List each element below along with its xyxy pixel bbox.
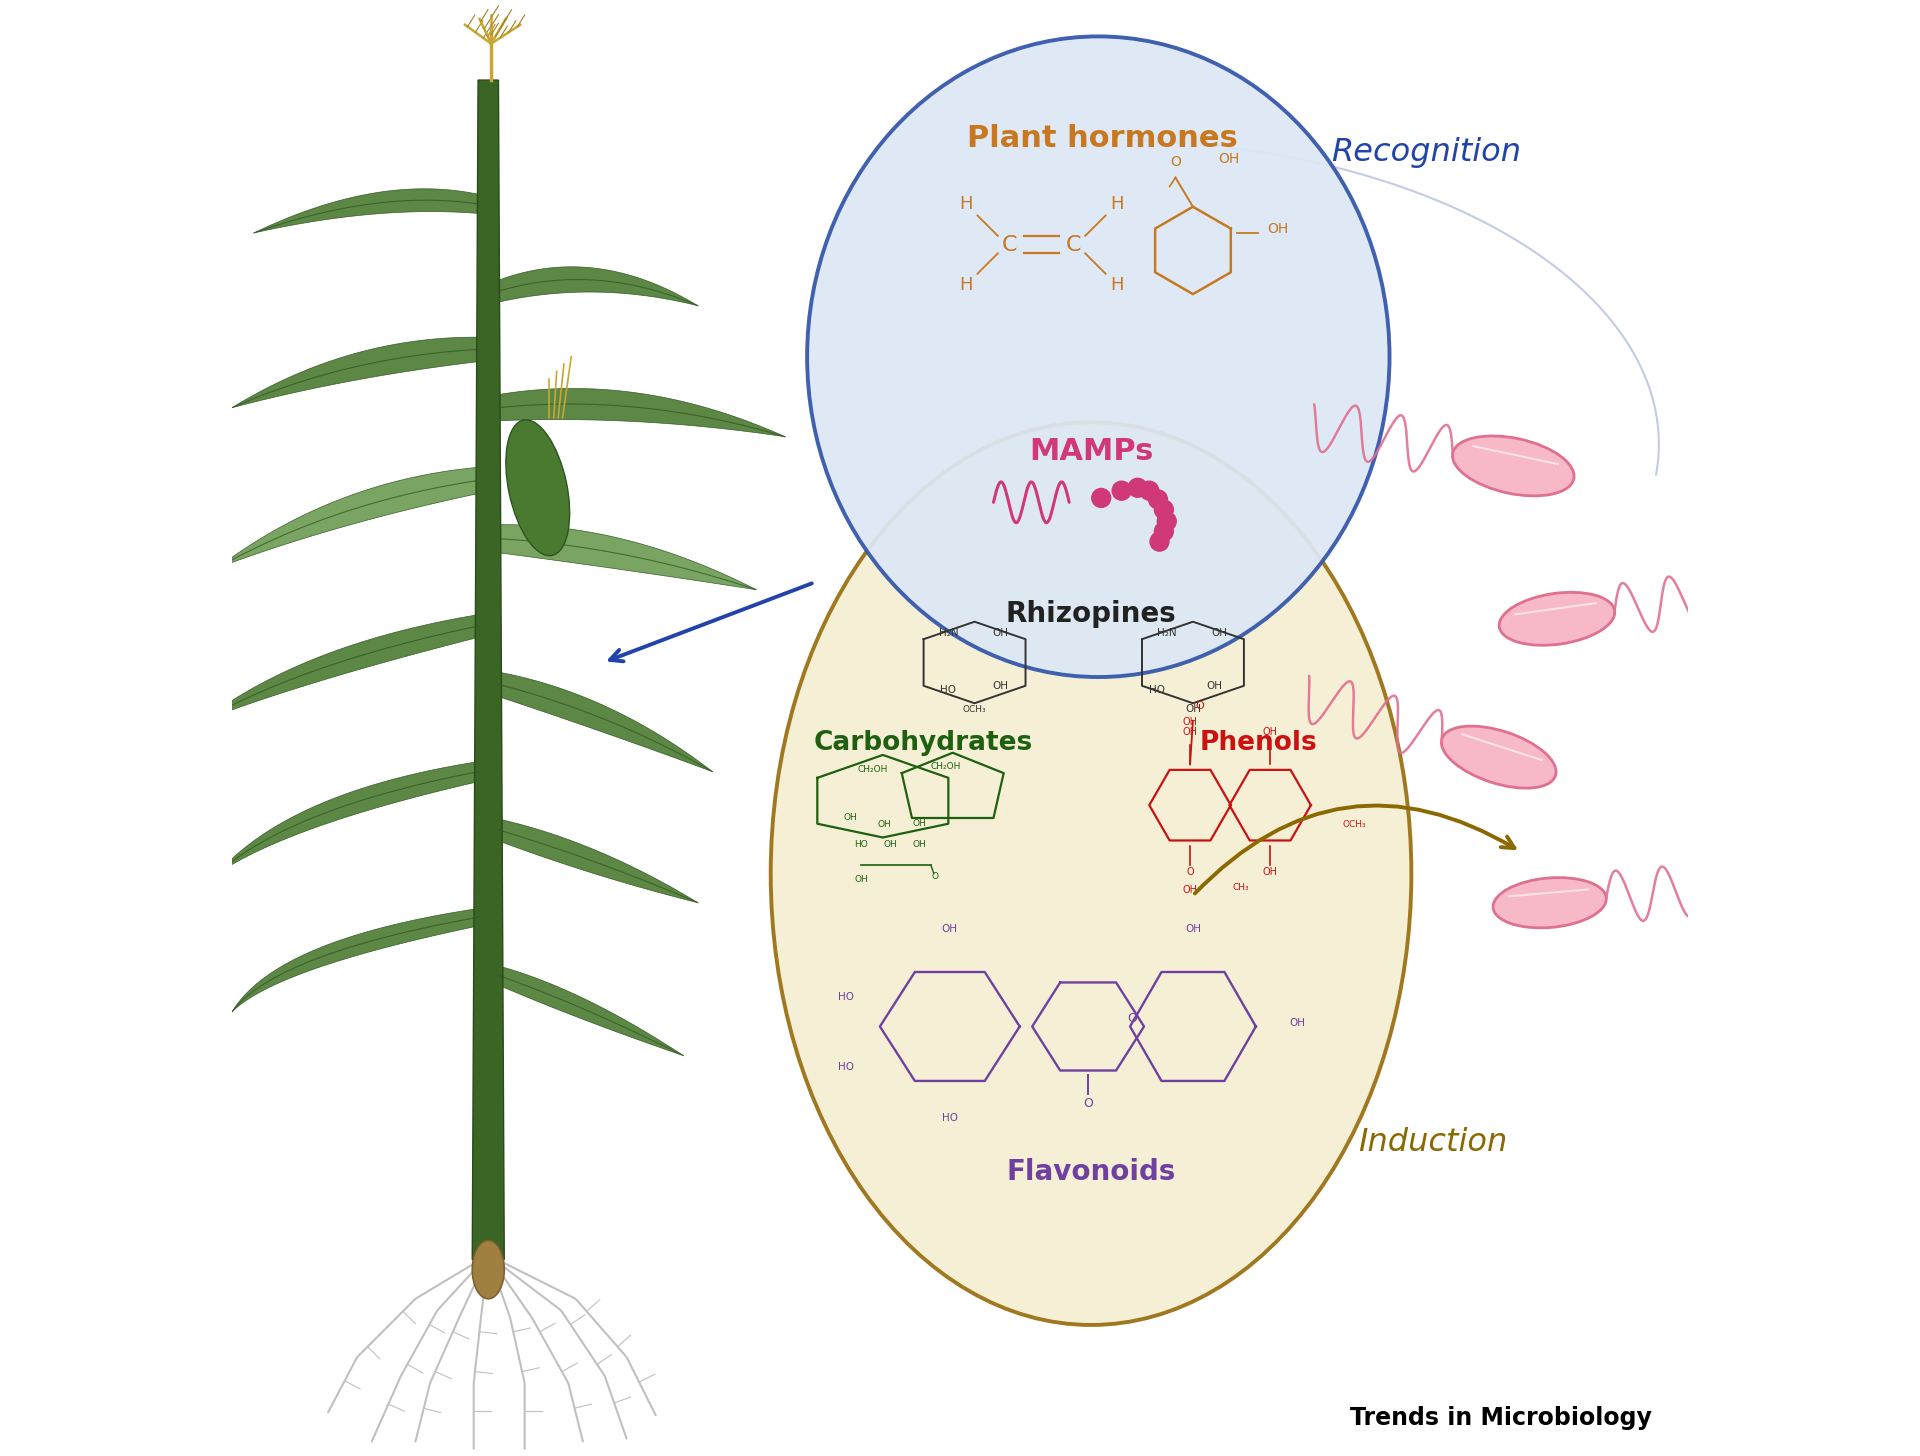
Text: OH: OH [1183, 885, 1198, 894]
Circle shape [1148, 489, 1167, 508]
Text: H₂N: H₂N [1158, 629, 1177, 638]
Text: HO: HO [1148, 686, 1165, 695]
Text: OH: OH [1263, 728, 1277, 737]
Text: MAMPs: MAMPs [1029, 437, 1154, 466]
Text: Flavonoids: Flavonoids [1006, 1158, 1175, 1187]
Ellipse shape [1452, 435, 1574, 496]
Text: HO: HO [941, 686, 956, 695]
Ellipse shape [1500, 593, 1615, 645]
Text: OH: OH [993, 681, 1008, 690]
Text: H: H [960, 277, 973, 294]
Text: CH₃: CH₃ [1233, 882, 1250, 891]
Text: OH: OH [854, 875, 868, 884]
Text: O: O [1127, 1012, 1137, 1025]
Polygon shape [499, 965, 684, 1056]
Circle shape [1154, 499, 1173, 520]
Text: OH: OH [1185, 923, 1202, 933]
Polygon shape [232, 338, 478, 408]
Ellipse shape [1442, 727, 1555, 788]
Ellipse shape [806, 36, 1390, 677]
Text: CH₂OH: CH₂OH [931, 761, 960, 770]
Text: Trends in Microbiology: Trends in Microbiology [1350, 1406, 1651, 1430]
Polygon shape [204, 614, 478, 721]
Text: OCH₃: OCH₃ [1342, 820, 1367, 828]
Text: OH: OH [943, 923, 958, 933]
Text: OCH₃: OCH₃ [962, 705, 987, 713]
Text: HO: HO [837, 993, 854, 1002]
Text: OH: OH [845, 812, 858, 821]
Text: O: O [931, 872, 939, 881]
Text: Recognition: Recognition [1331, 137, 1521, 169]
Text: Carbohydrates: Carbohydrates [814, 729, 1033, 756]
Text: OH: OH [1208, 681, 1223, 690]
Text: OH: OH [1185, 705, 1202, 713]
Text: Plant hormones: Plant hormones [968, 124, 1238, 153]
Text: OH: OH [1219, 151, 1240, 166]
Text: H: H [1110, 277, 1123, 294]
Text: O: O [1083, 1098, 1092, 1111]
Polygon shape [232, 909, 478, 1012]
Polygon shape [499, 673, 712, 772]
Text: OH: OH [912, 840, 925, 849]
Circle shape [1140, 480, 1160, 499]
Text: OH: OH [877, 820, 891, 828]
Text: O: O [1187, 868, 1194, 877]
Text: OH: OH [1183, 718, 1198, 727]
Ellipse shape [770, 422, 1411, 1325]
Polygon shape [472, 80, 505, 1259]
Text: OH: OH [1288, 1019, 1306, 1028]
Text: HO: HO [837, 1063, 854, 1072]
Circle shape [1158, 511, 1177, 530]
Polygon shape [253, 189, 478, 233]
Circle shape [1150, 531, 1169, 550]
Polygon shape [499, 266, 699, 306]
Ellipse shape [505, 419, 570, 556]
FancyArrowPatch shape [1194, 805, 1515, 894]
Text: O: O [1169, 154, 1181, 169]
Polygon shape [499, 524, 756, 590]
Text: OH: OH [912, 818, 925, 827]
Polygon shape [499, 389, 785, 437]
Text: OH: OH [1183, 728, 1198, 737]
Circle shape [1154, 521, 1173, 540]
Text: HO: HO [943, 1114, 958, 1124]
Text: C: C [1002, 234, 1018, 255]
Text: H: H [1110, 195, 1123, 213]
Text: C: C [1066, 234, 1081, 255]
Ellipse shape [472, 1241, 505, 1299]
Text: Phenols: Phenols [1200, 729, 1317, 756]
Text: Rhizopines: Rhizopines [1006, 600, 1177, 629]
Circle shape [1092, 488, 1110, 508]
Text: OH: OH [883, 840, 897, 849]
Text: O: O [1196, 702, 1204, 711]
Text: OH: OH [1267, 221, 1288, 236]
Text: CH₂OH: CH₂OH [858, 764, 887, 773]
Text: H: H [960, 195, 973, 213]
Text: OH: OH [1212, 629, 1227, 638]
Text: H₂N: H₂N [939, 629, 958, 638]
Text: Induction: Induction [1359, 1127, 1507, 1159]
Ellipse shape [1494, 878, 1607, 927]
Text: HO: HO [854, 840, 868, 849]
Circle shape [1129, 478, 1146, 498]
Text: OH: OH [1263, 868, 1277, 877]
Circle shape [1112, 480, 1131, 499]
Text: OH: OH [993, 629, 1008, 638]
Polygon shape [217, 761, 478, 874]
Polygon shape [499, 818, 699, 903]
Polygon shape [217, 467, 478, 568]
